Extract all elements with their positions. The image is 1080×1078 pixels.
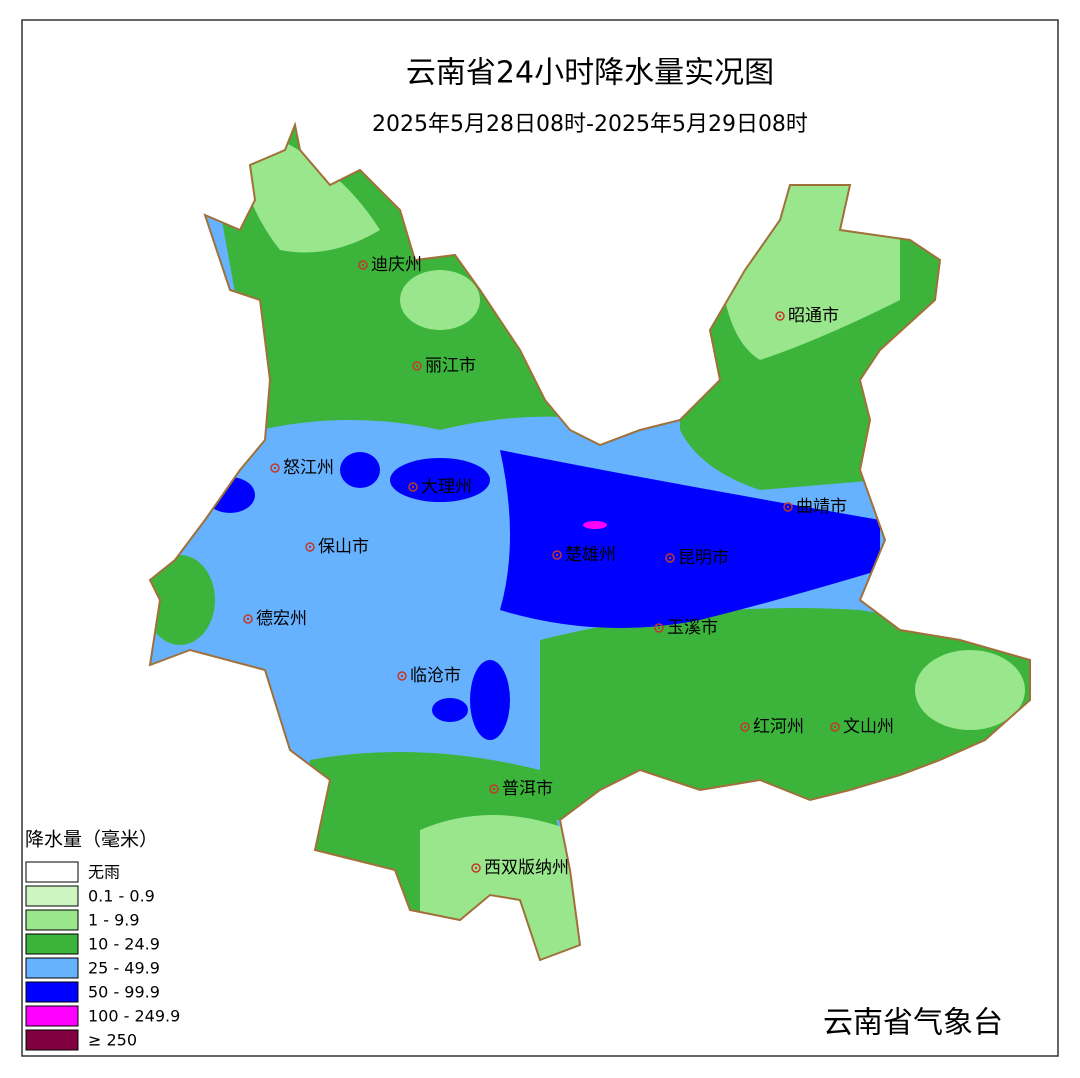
city-label: 昭通市 bbox=[788, 306, 839, 326]
city-marker bbox=[830, 722, 840, 732]
legend-swatch bbox=[25, 909, 79, 931]
legend-label: 25 - 49.9 bbox=[88, 959, 160, 978]
city-dot bbox=[668, 556, 672, 560]
city-marker bbox=[358, 260, 368, 270]
legend-swatch bbox=[25, 1029, 79, 1051]
city-label: 文山州 bbox=[843, 717, 894, 737]
city-dot bbox=[743, 725, 747, 729]
map-title: 云南省24小时降水量实况图 bbox=[406, 56, 774, 91]
city-marker bbox=[740, 722, 750, 732]
city-dot bbox=[492, 787, 496, 791]
city-dot bbox=[400, 674, 404, 678]
city-dot bbox=[474, 866, 478, 870]
legend-label: 50 - 99.9 bbox=[88, 983, 160, 1002]
frame bbox=[21, 19, 1059, 1057]
city-label: 临沧市 bbox=[410, 666, 461, 686]
city-marker bbox=[408, 482, 418, 492]
legend-swatch bbox=[25, 933, 79, 955]
city-dot bbox=[415, 364, 419, 368]
city-dot bbox=[833, 725, 837, 729]
city-label: 怒江州 bbox=[283, 458, 334, 478]
city-marker bbox=[471, 863, 481, 873]
city-label: 楚雄州 bbox=[565, 545, 616, 565]
city-dot bbox=[555, 553, 559, 557]
city-marker bbox=[489, 784, 499, 794]
publisher: 云南省气象台 bbox=[823, 1006, 1003, 1041]
city-dot bbox=[786, 505, 790, 509]
legend-swatch bbox=[25, 1005, 79, 1027]
legend-title: 降水量（毫米） bbox=[25, 829, 158, 851]
city-label: 玉溪市 bbox=[667, 618, 718, 638]
city-label: 红河州 bbox=[753, 717, 804, 737]
city-marker bbox=[412, 361, 422, 371]
city-marker bbox=[665, 553, 675, 563]
legend-swatch bbox=[25, 861, 79, 883]
city-dot bbox=[246, 617, 250, 621]
city-marker bbox=[270, 463, 280, 473]
legend-label: 0.1 - 0.9 bbox=[88, 887, 155, 906]
city-label: 曲靖市 bbox=[796, 497, 847, 517]
city-label: 大理州 bbox=[421, 477, 472, 497]
city-dot bbox=[273, 466, 277, 470]
city-marker bbox=[397, 671, 407, 681]
legend-label: 10 - 24.9 bbox=[88, 935, 160, 954]
legend-label: ≥ 250 bbox=[88, 1031, 137, 1050]
legend-swatch bbox=[25, 957, 79, 979]
city-label: 丽江市 bbox=[425, 356, 476, 376]
city-marker bbox=[775, 311, 785, 321]
legend-swatch bbox=[25, 885, 79, 907]
city-label: 迪庆州 bbox=[371, 255, 422, 275]
legend-swatch bbox=[25, 981, 79, 1003]
city-label: 德宏州 bbox=[256, 609, 307, 629]
city-label: 保山市 bbox=[318, 537, 369, 557]
legend-label: 1 - 9.9 bbox=[88, 911, 140, 930]
city-marker bbox=[243, 614, 253, 624]
city-dot bbox=[778, 314, 782, 318]
legend-label: 无雨 bbox=[88, 863, 120, 882]
city-dot bbox=[411, 485, 415, 489]
map-subtitle: 2025年5月28日08时-2025年5月29日08时 bbox=[372, 112, 808, 137]
legend-label: 100 - 249.9 bbox=[88, 1007, 180, 1026]
city-dot bbox=[657, 626, 661, 630]
city-marker bbox=[654, 623, 664, 633]
city-marker bbox=[552, 550, 562, 560]
city-label: 普洱市 bbox=[502, 779, 553, 799]
city-label: 西双版纳州 bbox=[484, 858, 569, 878]
city-marker bbox=[783, 502, 793, 512]
city-dot bbox=[308, 545, 312, 549]
legend: 无雨 0.1 - 0.9 1 - 9.9 10 - 24.9 25 - 49.9 50 -… bbox=[25, 861, 180, 1051]
city-marker bbox=[305, 542, 315, 552]
city-dot bbox=[361, 263, 365, 267]
city-label: 昆明市 bbox=[678, 548, 729, 568]
